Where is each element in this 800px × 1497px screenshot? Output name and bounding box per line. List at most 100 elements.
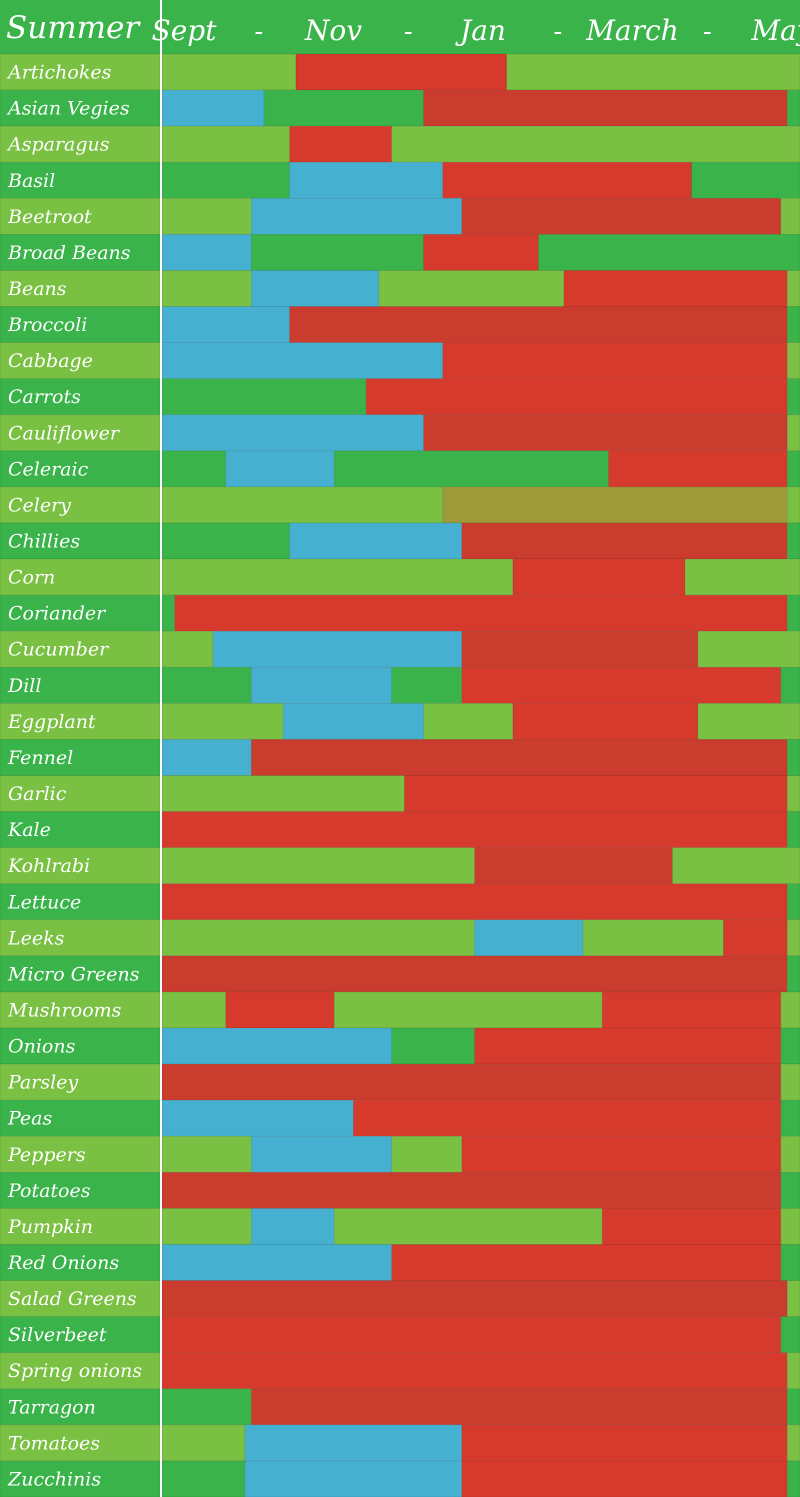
bar-segment-plant <box>244 1424 463 1462</box>
row-kohlrabi: Kohlrabi <box>0 847 800 885</box>
row-label-bg <box>0 1352 161 1390</box>
bar-segment-grow <box>684 558 800 596</box>
bar-segment-harvest <box>423 414 788 452</box>
row-label: Celery <box>8 494 71 516</box>
bar-segment-harvest <box>161 1316 782 1354</box>
bar-segment-grow <box>780 1135 800 1173</box>
row-zucchinis: Zucchinis <box>0 1460 800 1497</box>
row-chillies: Chillies <box>0 522 800 560</box>
bar-segment-harvest <box>161 1352 788 1390</box>
row-label-bg <box>0 89 161 127</box>
row-label: Broccoli <box>7 314 87 336</box>
bar-segment-grow <box>786 883 800 921</box>
row-broccoli: Broccoli <box>0 306 800 343</box>
row-lettuce: Lettuce <box>0 883 800 921</box>
bar-segment-grow <box>161 1208 252 1245</box>
row-label: Basil <box>7 170 55 192</box>
bar-segment-harvest <box>423 89 788 127</box>
bar-segment-grow <box>161 558 514 596</box>
bar-segment-celery-band <box>442 486 788 524</box>
bar-segment-grow <box>697 630 800 668</box>
bar-segment-plant <box>289 522 463 560</box>
row-label-bg <box>0 630 161 668</box>
bar-segment-grow <box>780 1099 800 1137</box>
bar-segment-plant <box>282 703 424 740</box>
bar-segment-plant <box>212 630 463 668</box>
row-tomatoes: Tomatoes <box>0 1424 800 1462</box>
chart-title: Summer <box>6 10 141 46</box>
bar-segment-plant <box>161 1027 392 1065</box>
bar-segment-grow <box>161 919 475 957</box>
bar-segment-grow <box>582 919 724 957</box>
row-fennel: Fennel <box>0 739 800 776</box>
row-label-bg <box>0 234 161 271</box>
bar-segment-grow <box>161 630 214 668</box>
row-label: Peas <box>7 1108 53 1130</box>
bar-segment-grow <box>391 1027 475 1065</box>
row-label-bg <box>0 703 161 740</box>
row-label-bg <box>0 161 161 199</box>
row-label: Asparagus <box>6 134 110 156</box>
row-label: Micro Greens <box>7 963 140 985</box>
bar-segment-harvest <box>174 594 788 632</box>
bar-segment-grow <box>161 1135 252 1173</box>
bar-segment-plant <box>161 306 290 343</box>
bar-segment-grow <box>161 594 176 632</box>
row-label-bg <box>0 1063 161 1101</box>
row-label: Beans <box>7 278 67 300</box>
row-silverbeet: Silverbeet <box>0 1316 800 1354</box>
bar-segment-harvest <box>461 1135 782 1173</box>
row-label: Kohlrabi <box>7 855 90 877</box>
row-label: Asian Vegies <box>6 98 130 120</box>
bar-segment-grow <box>251 234 424 271</box>
bar-segment-plant <box>244 1460 463 1497</box>
header-month-separator: - <box>553 17 562 47</box>
bar-segment-grow <box>333 991 603 1029</box>
bar-segment-grow <box>161 125 290 163</box>
bar-segment-grow <box>263 89 424 127</box>
header-month-label: May <box>750 14 800 47</box>
bar-segment-harvest <box>512 558 686 596</box>
header-month-label: March <box>585 14 678 47</box>
row-label-bg <box>0 1244 161 1281</box>
bar-segment-harvest <box>474 847 673 885</box>
row-dill: Dill <box>0 666 800 704</box>
bar-segment-harvest <box>353 1099 782 1137</box>
bar-segment-harvest <box>161 1280 788 1317</box>
bar-segment-plant <box>161 234 252 271</box>
row-spring-onions: Spring onions <box>0 1352 800 1390</box>
bar-segment-grow <box>786 919 800 957</box>
row-label-bg <box>0 594 161 632</box>
row-mushrooms: Mushrooms <box>0 991 800 1029</box>
bar-segment-grow <box>786 594 800 632</box>
bar-segment-grow <box>780 1316 800 1354</box>
bar-segment-grow <box>780 666 800 704</box>
row-label-bg <box>0 414 161 452</box>
row-coriander: Coriander <box>0 594 800 632</box>
bar-segment-grow <box>161 486 444 524</box>
row-cauliflower: Cauliflower <box>0 414 800 452</box>
bar-segment-grow <box>786 1424 800 1462</box>
row-parsley: Parsley <box>0 1063 800 1101</box>
bar-segment-grow <box>161 198 252 235</box>
bar-segment-grow <box>161 1424 246 1462</box>
row-label-bg <box>0 378 161 416</box>
header-month-label: Nov <box>304 14 362 47</box>
bar-segment-harvest <box>161 955 788 993</box>
bar-segment-plant <box>251 270 380 307</box>
row-leeks: Leeks <box>0 919 800 957</box>
row-label: Silverbeet <box>8 1324 107 1346</box>
row-celeraic: Celeraic <box>0 450 800 488</box>
row-label: Parsley <box>7 1072 78 1094</box>
row-label: Garlic <box>8 783 67 805</box>
bar-segment-plant <box>251 1135 392 1173</box>
bar-segment-plant <box>161 342 444 379</box>
row-label: Tomatoes <box>8 1432 100 1454</box>
bar-segment-grow <box>780 1027 800 1065</box>
row-carrots: Carrots <box>0 378 800 416</box>
bar-segment-grow <box>161 1460 246 1497</box>
bar-segment-harvest <box>295 53 507 91</box>
bar-segment-grow <box>378 270 565 307</box>
bar-segment-harvest <box>365 378 788 416</box>
